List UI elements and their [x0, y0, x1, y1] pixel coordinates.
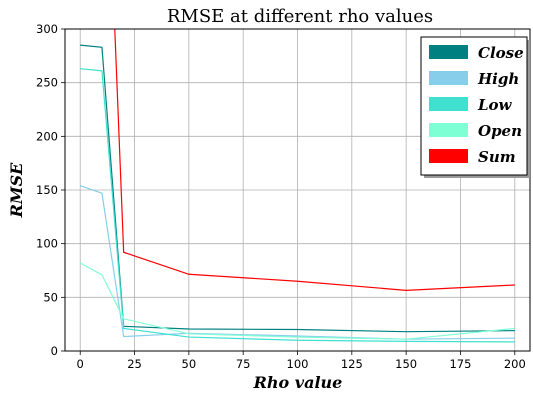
y-axis-label: RMSE: [7, 162, 26, 219]
x-axis-ticks: 0 25 50 75 100 125 150 175 200: [77, 351, 526, 371]
y-tick-label: 150: [36, 183, 58, 197]
x-tick-label: 100: [287, 357, 309, 371]
legend: Close High Low Open Sum: [420, 36, 530, 178]
legend-label-high: High: [477, 70, 519, 88]
x-tick-label: 0: [77, 357, 84, 371]
x-tick-label: 25: [127, 357, 142, 371]
legend-swatch-low: [429, 97, 468, 111]
x-tick-label: 125: [341, 357, 363, 371]
legend-label-open: Open: [478, 122, 522, 140]
y-tick-label: 200: [36, 129, 58, 143]
y-tick-label: 100: [36, 237, 58, 251]
x-tick-label: 75: [236, 357, 251, 371]
x-tick-label: 200: [504, 357, 526, 371]
series-line-close: [80, 44, 515, 333]
y-tick-label: 50: [43, 290, 58, 304]
legend-label-low: Low: [477, 96, 513, 114]
legend-swatch-open: [429, 123, 468, 137]
y-tick-label: 0: [51, 344, 58, 358]
chart-title: RMSE at different rho values: [167, 6, 433, 27]
legend-label-sum: Sum: [478, 148, 516, 166]
legend-label-close: Close: [478, 44, 524, 62]
y-tick-label: 250: [36, 76, 58, 90]
x-tick-label: 150: [395, 357, 417, 371]
series-line-sum: [114, 29, 515, 291]
x-axis-label: Rho value: [253, 373, 343, 392]
series-lines: [79, 29, 515, 343]
x-tick-label: 175: [449, 357, 471, 371]
legend-swatch-high: [429, 71, 468, 85]
y-tick-label: 300: [36, 22, 58, 36]
y-axis-ticks: 0 50 100 150 200 250 300: [36, 22, 65, 358]
series-line-low: [80, 68, 515, 343]
series-line-open: [79, 262, 515, 340]
x-tick-label: 50: [182, 357, 197, 371]
legend-swatch-close: [429, 45, 468, 59]
legend-swatch-sum: [429, 149, 468, 163]
